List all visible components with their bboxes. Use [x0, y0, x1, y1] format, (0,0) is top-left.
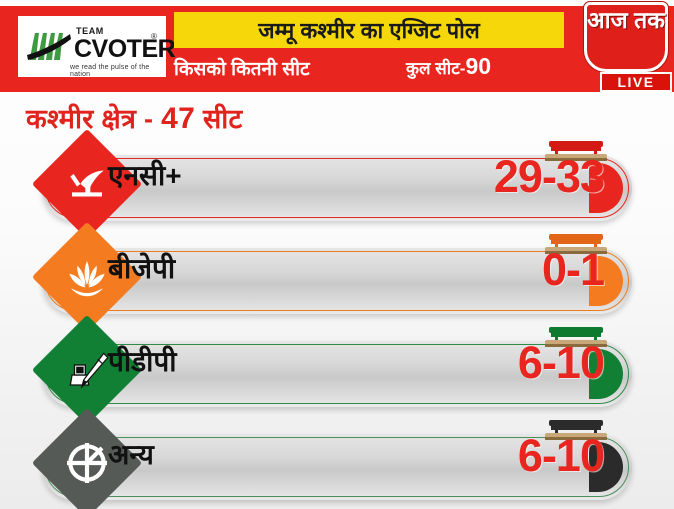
crosshair-icon — [48, 424, 126, 502]
seat-bench-icon — [545, 325, 607, 347]
region-title: कश्मीर क्षेत्र - 47 सीट — [26, 99, 242, 136]
aajtak-name-text: आज तक — [587, 7, 665, 33]
party-result-row: एनसी+ 29-33 — [0, 128, 674, 240]
party-seat-range: 6-10 — [517, 337, 605, 388]
party-seat-range: 6-10 — [517, 430, 605, 481]
party-name-label: पीडीपी — [108, 346, 177, 377]
total-seats-label: कुल सीट- — [406, 59, 466, 78]
cvoter-name-text: CVOTER — [74, 35, 176, 63]
cvoter-swoosh-icon — [27, 33, 71, 60]
party-result-row: पीडीपी 6-10 — [0, 314, 674, 426]
party-bar — [42, 155, 632, 221]
party-results-list: एनसी+ 29-33 बीजेपी 0-1 पीडीपी 6-10 अन्य 6-10 — [0, 128, 674, 509]
header-subtitle-row: किसको कितनी सीट कुल सीट-90 — [174, 52, 570, 84]
party-bar — [42, 248, 632, 314]
header-subtitle-text: किसको कितनी सीट — [174, 59, 310, 80]
total-seats-value: 90 — [465, 53, 492, 79]
live-badge-label: LIVE — [617, 74, 655, 90]
party-result-row: बीजेपी 0-1 — [0, 221, 674, 333]
party-seat-range: 29-33 — [493, 151, 605, 202]
aajtak-logo: आज तक — [584, 2, 670, 74]
region-seat-count: 47 — [161, 102, 196, 135]
cvoter-tagline: we read the pulse of the nation — [70, 64, 150, 78]
lotus-icon — [48, 238, 126, 316]
party-result-row: अन्य 6-10 — [0, 407, 674, 509]
party-name-label: अन्य — [108, 439, 154, 470]
live-badge: LIVE — [600, 72, 672, 92]
cvoter-team-text: TEAM — [76, 26, 104, 36]
header-bar: TEAM CVOTER ® we read the pulse of the n… — [0, 0, 674, 92]
party-name-label: बीजेपी — [108, 253, 176, 284]
banner-title-band: जम्मू कश्मीर का एग्जिट पोल — [174, 12, 564, 48]
region-title-suffix: सीट — [195, 104, 243, 134]
plough-icon — [48, 145, 126, 223]
party-bar — [42, 434, 632, 500]
party-bar — [42, 341, 632, 407]
seat-bench-icon — [545, 139, 607, 161]
banner-title-text: जम्मू कश्मीर का एग्जिट पोल — [258, 18, 480, 43]
header-top-strip — [0, 0, 674, 6]
inkpot-pen-icon — [48, 331, 126, 409]
party-name-label: एनसी+ — [108, 160, 182, 191]
cvoter-registered-mark: ® — [151, 32, 157, 41]
region-title-prefix: कश्मीर क्षेत्र - — [26, 104, 162, 134]
seat-bench-icon — [545, 418, 607, 440]
party-seat-range: 0-1 — [541, 244, 605, 295]
seat-bench-icon — [545, 232, 607, 254]
total-seats-group: कुल सीट-90 — [406, 53, 491, 80]
aajtak-shield — [584, 2, 668, 72]
cvoter-logo: TEAM CVOTER ® we read the pulse of the n… — [16, 14, 176, 79]
